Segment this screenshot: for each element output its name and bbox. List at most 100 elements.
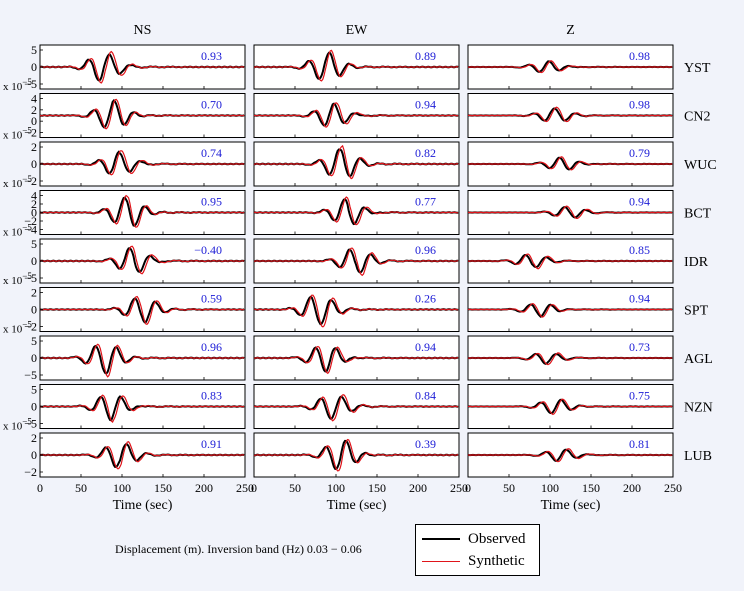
legend: Observed Synthetic: [415, 524, 540, 576]
synthetic-trace: [39, 394, 245, 424]
y-tick-label: 2: [31, 103, 37, 117]
legend-observed-label: Observed: [468, 530, 526, 547]
synthetic-trace: [467, 398, 673, 416]
y-tick-label: 0: [31, 448, 37, 462]
synthetic-trace: [253, 247, 459, 277]
x-tick-label: 100: [327, 481, 345, 495]
scale-factor-label: x 10−5: [3, 417, 32, 433]
correlation-value: −0.40: [194, 243, 222, 257]
synthetic-trace: [39, 295, 245, 325]
x-axis-label: Time (sec): [327, 498, 387, 513]
x-tick-label: 0: [37, 481, 43, 495]
x-tick-label: 200: [409, 481, 427, 495]
figure-caption: Displacement (m). Inversion band (Hz) 0.…: [115, 542, 362, 556]
y-tick-label: 0: [31, 206, 37, 220]
legend-synthetic-label: Synthetic: [468, 552, 525, 569]
y-tick-label: −2: [24, 126, 37, 140]
y-tick-label: −2: [24, 465, 37, 479]
y-tick-label: −4: [24, 223, 37, 237]
station-label-wuc: WUC: [684, 158, 717, 173]
x-tick-label: 150: [154, 481, 172, 495]
correlation-value: 0.75: [629, 389, 650, 403]
station-label-spt: SPT: [684, 304, 709, 319]
y-tick-label: 0: [31, 60, 37, 74]
station-label-idr: IDR: [684, 255, 709, 270]
synthetic-trace: [39, 98, 245, 130]
y-tick-label: −5: [24, 77, 37, 91]
y-tick-label: −5: [24, 271, 37, 285]
synthetic-trace: [39, 343, 245, 378]
legend-item-synthetic: Synthetic: [422, 551, 525, 571]
x-tick-label: 200: [623, 481, 641, 495]
y-tick-label: 2: [31, 431, 37, 445]
x-tick-label: 50: [289, 481, 301, 495]
x-tick-label: 250: [450, 481, 468, 495]
correlation-value: 0.98: [629, 98, 650, 112]
synthetic-trace: [253, 49, 459, 82]
synthetic-trace: [254, 394, 459, 422]
y-tick-label: 5: [31, 383, 37, 397]
correlation-value: 0.89: [415, 49, 436, 63]
correlation-value: 0.82: [415, 146, 436, 160]
station-label-nzn: NZN: [684, 401, 713, 416]
correlation-value: 0.95: [201, 195, 222, 209]
synthetic-trace: [467, 352, 673, 366]
y-tick-label: 0: [31, 114, 37, 128]
observed-line-swatch: [422, 538, 460, 540]
y-tick-label: 2: [31, 197, 37, 211]
x-axis-label: Time (sec): [113, 498, 173, 513]
y-tick-label: −2: [24, 320, 37, 334]
x-tick-label: 100: [113, 481, 131, 495]
synthetic-trace: [467, 448, 673, 463]
y-tick-label: 5: [31, 334, 37, 348]
scale-factor-label: x 10−5: [3, 77, 32, 93]
synthetic-trace: [468, 106, 673, 123]
y-tick-label: 0: [31, 351, 37, 365]
station-label-lub: LUB: [684, 449, 712, 464]
x-tick-label: 0: [251, 481, 257, 495]
correlation-value: 0.85: [629, 243, 650, 257]
synthetic-trace: [253, 102, 459, 128]
correlation-value: 0.84: [415, 389, 436, 403]
correlation-value: 0.74: [201, 146, 222, 160]
y-tick-label: 0: [31, 157, 37, 171]
scale-factor-label: x 10−5: [3, 174, 32, 190]
y-tick-label: 0: [31, 400, 37, 414]
y-tick-label: −2: [24, 214, 37, 228]
correlation-value: 0.26: [415, 292, 436, 306]
station-label-agl: AGL: [684, 352, 713, 367]
synthetic-trace: [468, 60, 673, 74]
y-tick-label: −2: [24, 174, 37, 188]
column-title-ew: EW: [346, 23, 369, 38]
scale-factor-label: x 10−5: [3, 126, 32, 142]
x-tick-label: 50: [75, 481, 87, 495]
x-tick-label: 250: [236, 481, 254, 495]
column-title-z: Z: [566, 23, 575, 38]
y-tick-label: 4: [31, 189, 37, 203]
correlation-value: 0.94: [629, 292, 650, 306]
y-tick-label: 5: [31, 237, 37, 251]
correlation-value: 0.98: [629, 49, 650, 63]
synthetic-line-swatch: [422, 560, 460, 562]
correlation-value: 0.96: [201, 340, 222, 354]
column-title-ns: NS: [134, 23, 152, 38]
scale-factor-label: x 10−5: [3, 223, 32, 239]
x-tick-label: 100: [541, 481, 559, 495]
x-tick-label: 250: [664, 481, 682, 495]
correlation-value: 0.96: [415, 243, 436, 257]
synthetic-trace: [253, 144, 459, 180]
synthetic-trace: [253, 196, 459, 226]
station-label-yst: YST: [684, 61, 711, 76]
synthetic-trace: [254, 345, 459, 375]
synthetic-trace: [39, 245, 245, 275]
synthetic-trace: [39, 50, 245, 84]
correlation-value: 0.79: [629, 146, 650, 160]
correlation-value: 0.94: [415, 340, 436, 354]
correlation-value: 0.39: [415, 437, 436, 451]
correlation-value: 0.94: [629, 195, 650, 209]
scale-factor-label: x 10−5: [3, 271, 32, 287]
synthetic-trace: [253, 294, 459, 328]
correlation-value: 0.91: [201, 437, 222, 451]
correlation-value: 0.81: [629, 437, 650, 451]
correlation-value: 0.77: [415, 195, 436, 209]
